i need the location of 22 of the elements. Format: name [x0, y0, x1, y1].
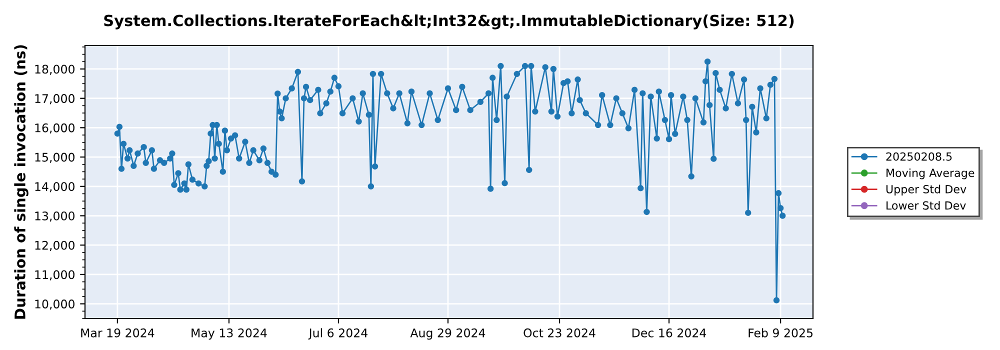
- x-tick-label: May 13 2024: [192, 328, 267, 340]
- legend-label: Moving Average: [886, 168, 974, 180]
- x-tick-label: Jul 6 2024: [308, 328, 368, 340]
- y-tick-label: 15,000: [35, 152, 74, 163]
- chart-title: System.Collections.IterateForEach&lt;Int32&gt;.ImmutableDictionary(Size: 512): [104, 14, 794, 30]
- y-axis-title: Duration of single invocation (ns): [14, 45, 28, 319]
- y-tick-label: 13,000: [35, 211, 74, 222]
- legend-label: Lower Std Dev: [886, 201, 966, 210]
- y-tick-label: 16,000: [35, 123, 74, 134]
- x-tick-label: Dec 16 2024: [632, 328, 706, 338]
- y-tick-label: 14,000: [35, 182, 74, 192]
- y-tick-label: 10,000: [35, 300, 74, 310]
- x-tick-label: Aug 29 2024: [410, 328, 486, 340]
- y-tick-label: 18,000: [35, 64, 74, 75]
- y-tick-label: 11,000: [35, 270, 74, 280]
- x-tick-label: Oct 23 2024: [524, 328, 596, 338]
- y-tick-label: 12,000: [35, 240, 74, 251]
- x-tick-label: Feb 9 2025: [748, 328, 812, 338]
- legend-label: Upper Std Dev: [886, 184, 966, 196]
- y-tick-label: 17,000: [35, 94, 74, 104]
- legend-label: 20250208.5: [886, 152, 952, 161]
- x-tick-label: Mar 19 2024: [81, 328, 154, 338]
